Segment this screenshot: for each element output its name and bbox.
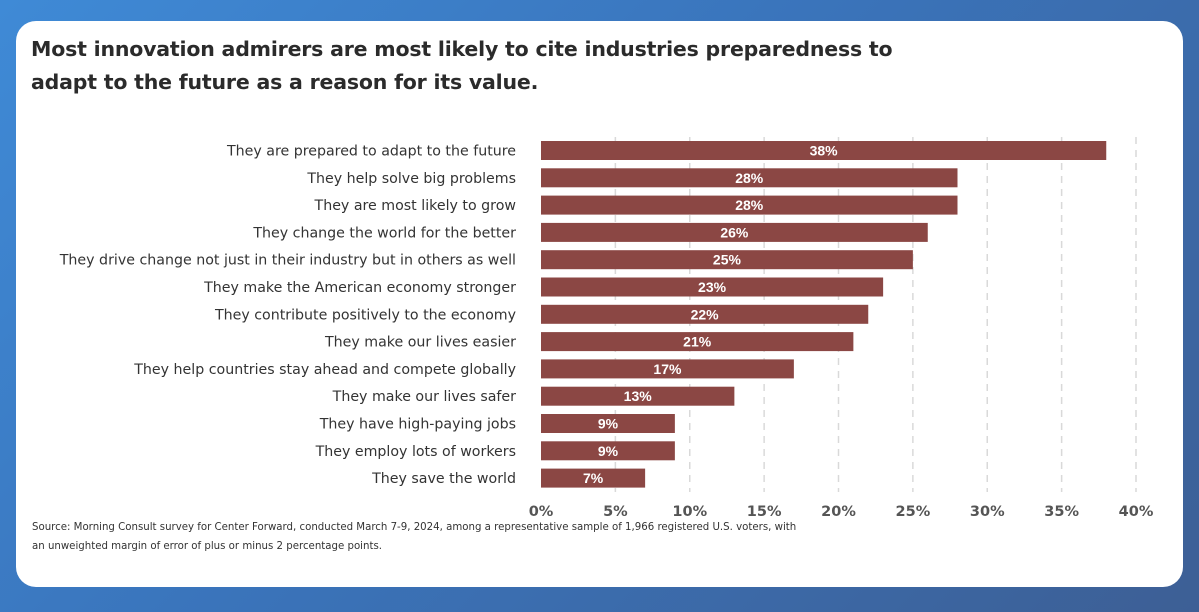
bar [541, 304, 869, 324]
bars [541, 141, 1107, 488]
data-label: 21% [683, 334, 712, 350]
category-label: They change the world for the better [252, 225, 516, 241]
category-label: They save the world [371, 471, 516, 487]
data-label: 28% [735, 197, 764, 213]
bar [541, 168, 958, 188]
category-label: They make the American economy stronger [203, 280, 516, 296]
tick-label: 15% [747, 504, 782, 520]
chart-title: Most innovation admirers are most likely… [31, 37, 893, 94]
tick-label: 35% [1044, 504, 1079, 520]
category-label: They contribute positively to the econom… [214, 307, 516, 323]
bar [541, 195, 958, 215]
bar [541, 441, 675, 461]
tick-label: 10% [672, 504, 707, 520]
data-label: 28% [735, 170, 764, 186]
tick-label: 5% [603, 504, 628, 520]
data-label: 9% [598, 416, 619, 432]
bar [541, 386, 735, 406]
category-labels: They are prepared to adapt to the future… [59, 144, 516, 488]
category-label: They have high-paying jobs [319, 417, 516, 433]
data-label: 23% [698, 279, 727, 295]
bar [541, 468, 646, 488]
bar [541, 222, 928, 242]
data-label: 26% [720, 224, 749, 240]
value-labels: 38% 28% 28% 26% 25% 23% 22% 21%17%13% 9% 9% 7% [583, 143, 838, 487]
data-label: 13% [624, 388, 653, 404]
category-label: They make our lives safer [332, 389, 516, 405]
category-label: They help solve big problems [306, 171, 516, 187]
data-label: 22% [691, 306, 720, 322]
data-label: 7% [583, 470, 604, 486]
tick-label: 40% [1119, 504, 1154, 520]
category-label: They make our lives easier [324, 335, 516, 351]
bar [541, 250, 913, 270]
category-label: They drive change not just in their indu… [59, 253, 516, 269]
data-label: 25% [713, 252, 742, 268]
tick-label: 20% [821, 504, 856, 520]
category-label: They help countries stay ahead and compe… [133, 362, 516, 378]
data-label: 38% [810, 143, 839, 159]
bar [541, 277, 884, 297]
x-axis-ticks: 0% 5% 10% 15% 20% 25% 30% 35% 40% [529, 504, 1154, 520]
category-label: They are most likely to grow [314, 198, 516, 214]
data-label: 9% [598, 443, 619, 459]
tick-label: 0% [529, 504, 554, 520]
bar [541, 414, 675, 433]
data-label: 17% [653, 361, 682, 377]
tick-label: 25% [896, 504, 931, 520]
bar [541, 359, 794, 379]
source-note: Source: Morning Consult survey for Cente… [32, 522, 797, 552]
category-label: They are prepared to adapt to the future [226, 144, 516, 160]
bar [541, 332, 854, 352]
chart-card [16, 21, 1183, 587]
bar [541, 141, 1107, 160]
category-label: They employ lots of workers [315, 444, 516, 460]
tick-label: 30% [970, 504, 1005, 520]
